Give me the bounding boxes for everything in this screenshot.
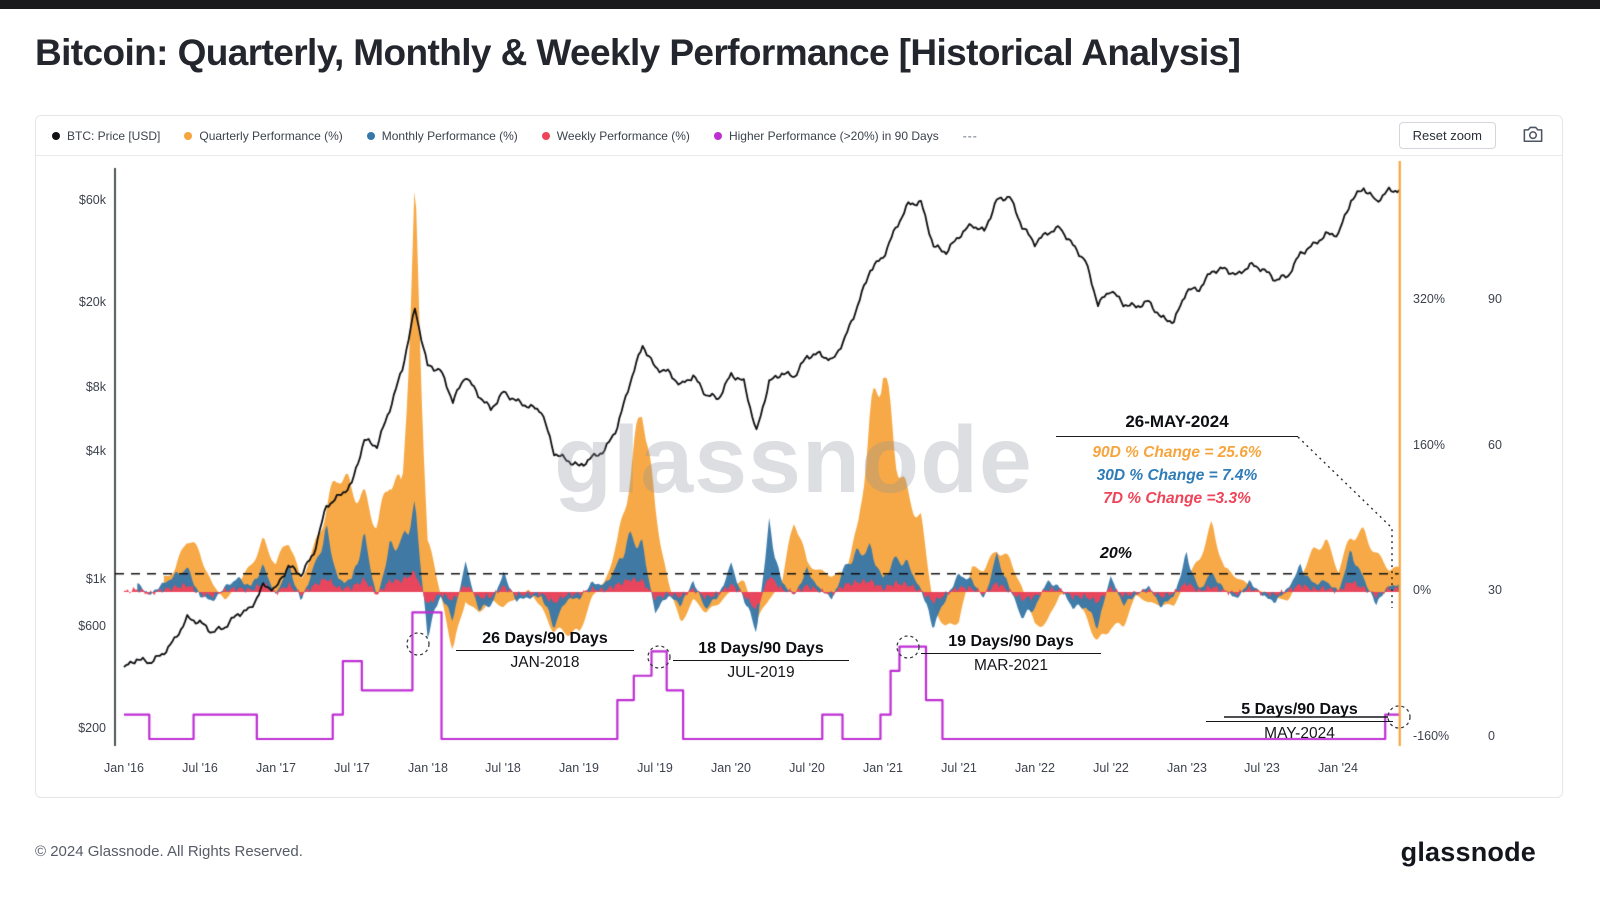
event-date-jan2018: JAN-2018 (510, 654, 580, 671)
x-tick-jan18: Jan '18 (408, 761, 448, 775)
x-tick-jan19: Jan '19 (559, 761, 599, 775)
glassnode-logo: glassnode (1400, 837, 1536, 867)
x-tick-jan24: Jan '24 (1318, 761, 1358, 775)
x-tick-jul21: Jul '21 (941, 761, 977, 775)
legend-item-dashes[interactable]: --- (963, 129, 978, 143)
reset-zoom-button[interactable]: Reset zoom (1398, 122, 1496, 149)
legend-item-monthly[interactable]: Monthly Performance (%) (366, 128, 518, 143)
x-tick-jan17: Jan '17 (256, 761, 296, 775)
current-date-annotation: 26-MAY-2024 90D % Change = 25.6% 30D % C… (1056, 412, 1298, 510)
event-annotation-jan2018: 26 Days/90 Days JAN-2018 (456, 630, 634, 672)
x-tick-jan23: Jan '23 (1167, 761, 1207, 775)
price-tick-4k: $4k (85, 444, 106, 458)
screenshot-button[interactable] (1520, 122, 1546, 149)
x-tick-jan16: Jan '16 (104, 761, 144, 775)
x-tick-jan22: Jan '22 (1015, 761, 1055, 775)
current-date-label: 26-MAY-2024 (1056, 412, 1298, 437)
legend-label-dashes: --- (962, 128, 978, 143)
chart-card: BTC: Price [USD] Quarterly Performance (… (35, 115, 1564, 799)
x-tick-jul19: Jul '19 (637, 761, 673, 775)
chart-legend: BTC: Price [USD] Quarterly Performance (… (36, 116, 1562, 156)
page-title: Bitcoin: Quarterly, Monthly & Weekly Per… (35, 32, 1241, 73)
threshold-20pct-label: 20% (1099, 545, 1133, 562)
x-tick-jan21: Jan '21 (863, 761, 903, 775)
event-date-mar2021: MAR-2021 (973, 657, 1049, 674)
event-annotation-jul2019: 18 Days/90 Days JUL-2019 (673, 640, 849, 682)
x-tick-jul17: Jul '17 (334, 761, 370, 775)
price-tick-200: $200 (78, 721, 106, 735)
legend-dot-higher-performance-icon (713, 131, 722, 140)
legend-dot-monthly-icon (366, 131, 375, 140)
event-title-jan2018: 26 Days/90 Days (456, 630, 634, 651)
legend-label-quarterly: Quarterly Performance (%) (199, 128, 343, 143)
x-tick-jul23: Jul '23 (1244, 761, 1280, 775)
legend-label-higher-performance: Higher Performance (>20%) in 90 Days (728, 128, 939, 143)
x-tick-jul20: Jul '20 (789, 761, 825, 775)
event-title-mar2021: 19 Days/90 Days (921, 633, 1101, 654)
days-tick-60: 60 (1488, 438, 1502, 452)
x-tick-jul16: Jul '16 (182, 761, 218, 775)
price-tick-600: $600 (78, 619, 106, 633)
days-tick-90: 90 (1488, 292, 1502, 306)
event-annotation-may2024: 5 Days/90 Days MAY-2024 (1206, 701, 1393, 743)
legend-label-weekly: Weekly Performance (%) (556, 128, 690, 143)
current-90d-change: 90D % Change = 25.6% (1092, 444, 1262, 461)
window-top-bar (0, 0, 1600, 9)
legend-dot-quarterly-icon (184, 131, 193, 140)
days-tick-0: 0 (1488, 729, 1495, 743)
copyright-text: © 2024 Glassnode. All Rights Reserved. (35, 843, 303, 860)
current-7d-change: 7D % Change =3.3% (1103, 490, 1251, 507)
event-date-may2024: MAY-2024 (1264, 725, 1335, 742)
legend-dot-weekly-icon (541, 131, 550, 140)
price-tick-60k: $60k (78, 193, 106, 207)
legend-item-weekly[interactable]: Weekly Performance (%) (541, 128, 690, 143)
legend-dot-btc-price-icon (52, 131, 60, 140)
camera-icon (1522, 124, 1544, 147)
pct-tick-0: 0% (1413, 583, 1432, 597)
event-title-jul2019: 18 Days/90 Days (673, 640, 849, 661)
legend-item-btc-price[interactable]: BTC: Price [USD] (52, 129, 160, 143)
price-tick-8k: $8k (85, 380, 106, 394)
event-annotation-mar2021: 19 Days/90 Days MAR-2021 (921, 633, 1101, 675)
current-30d-change: 30D % Change = 7.4% (1096, 467, 1258, 484)
legend-item-higher-performance[interactable]: Higher Performance (>20%) in 90 Days (713, 128, 939, 143)
event-date-jul2019: JUL-2019 (727, 664, 795, 681)
pct-tick-n160: -160% (1413, 729, 1450, 743)
legend-label-btc-price: BTC: Price [USD] (67, 128, 161, 143)
x-tick-jul18: Jul '18 (485, 761, 521, 775)
days-tick-30: 30 (1488, 583, 1502, 597)
x-tick-jul22: Jul '22 (1093, 761, 1129, 775)
performance-chart-canvas[interactable] (36, 116, 1564, 799)
pct-tick-320: 320% (1413, 292, 1445, 306)
x-tick-jan20: Jan '20 (711, 761, 751, 775)
pct-tick-160: 160% (1413, 438, 1445, 452)
legend-item-quarterly[interactable]: Quarterly Performance (%) (184, 128, 343, 143)
price-tick-1k: $1k (85, 572, 106, 586)
price-tick-20k: $20k (78, 295, 106, 309)
legend-label-monthly: Monthly Performance (%) (381, 128, 518, 143)
event-title-may2024: 5 Days/90 Days (1206, 701, 1393, 722)
